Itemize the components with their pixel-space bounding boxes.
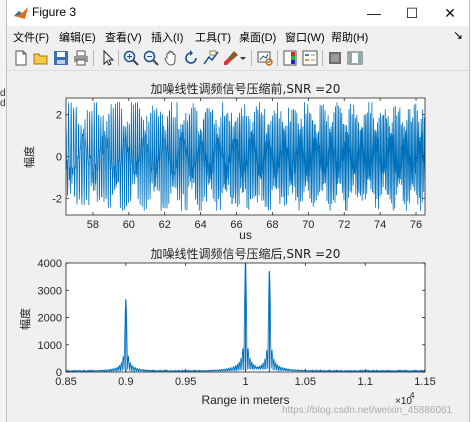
y-tick-label: -2 xyxy=(52,193,62,205)
axis-ticks: 0.85 0.9 0.95 1 1.05 1.1 1.15 0 1000 2000 3000 4000 xyxy=(38,258,436,388)
expand-toolstrip-icon[interactable]: ↘ xyxy=(453,28,464,42)
menu-help[interactable]: 帮助(H) xyxy=(331,32,369,44)
toolbar-separator xyxy=(277,50,278,66)
toolbar-separator xyxy=(322,50,323,66)
y-tick-label: 1000 xyxy=(38,340,62,352)
window-title: Figure 3 xyxy=(32,5,77,19)
x-tick-label: 0.85 xyxy=(55,376,76,388)
pan-icon[interactable] xyxy=(162,49,180,67)
signal-line-group xyxy=(65,102,426,211)
menu-desktop[interactable]: 桌面(D) xyxy=(239,32,277,44)
figure-toolbar xyxy=(7,46,469,71)
minimize-button[interactable]: — xyxy=(367,5,381,21)
menu-view[interactable]: 查看(V) xyxy=(105,32,142,44)
axis-ticks: 58 60 62 64 66 68 70 72 74 76 -2 0 2 xyxy=(52,98,425,231)
close-button[interactable]: ✕ xyxy=(444,5,456,21)
y-tick-label: 0 xyxy=(56,367,62,379)
signal-line xyxy=(65,102,426,211)
y-axis-label: 幅度 xyxy=(22,146,36,168)
x-tick-label: 1.1 xyxy=(358,376,373,388)
maximize-button[interactable]: ☐ xyxy=(405,5,419,21)
zoom-in-icon[interactable] xyxy=(122,49,140,67)
data-cursor-icon[interactable] xyxy=(202,49,220,67)
title-bar: Figure 3 — ☐ ✕ xyxy=(7,0,469,26)
background-editor-strip: d d xyxy=(0,0,8,422)
y-axis-label: 幅度 xyxy=(18,308,32,330)
x-axis-multiplier: ×10 xyxy=(395,396,412,407)
legend-icon[interactable] xyxy=(301,49,319,67)
zoom-out-icon[interactable] xyxy=(142,49,160,67)
matlab-logo-icon xyxy=(14,7,28,19)
chart-title: 加噪线性调频信号压缩前,SNR =20 xyxy=(151,81,341,96)
brush-icon[interactable] xyxy=(222,49,240,67)
chart-title: 加噪线性调频信号压缩后,SNR =20 xyxy=(151,246,341,261)
x-tick-label: 0.9 xyxy=(118,376,133,388)
x-tick-label: 64 xyxy=(195,219,207,231)
menu-insert[interactable]: 插入(I) xyxy=(151,32,184,44)
pointer-icon[interactable] xyxy=(98,49,116,67)
menu-file[interactable]: 文件(F) xyxy=(13,32,50,44)
menu-tools[interactable]: 工具(T) xyxy=(195,32,232,44)
show-plot-tools-icon[interactable] xyxy=(346,49,364,67)
toolbar-separator xyxy=(118,50,119,66)
open-file-icon[interactable] xyxy=(32,49,50,67)
brush-dropdown-icon[interactable] xyxy=(239,49,247,67)
x-tick-label: 1 xyxy=(242,376,248,388)
x-tick-label: 0.95 xyxy=(175,376,196,388)
x-tick-label: 60 xyxy=(123,219,135,231)
x-tick-label: 68 xyxy=(266,219,278,231)
side-fragment: d xyxy=(0,88,6,99)
figure-canvas: 58 60 62 64 66 68 70 72 74 76 -2 0 2 加噪线性调频信号压缩前,SNR… xyxy=(7,71,469,422)
rotate-icon[interactable] xyxy=(182,49,200,67)
menu-window[interactable]: 窗口(W) xyxy=(285,32,325,44)
save-icon[interactable] xyxy=(52,49,70,67)
x-axis-exponent: 4 xyxy=(410,391,415,400)
y-tick-label: 0 xyxy=(56,152,62,164)
y-tick-label: 3000 xyxy=(38,285,62,297)
x-tick-label: 58 xyxy=(87,219,99,231)
side-fragment: d xyxy=(0,98,6,109)
y-tick-label: 4000 xyxy=(38,258,62,270)
new-figure-icon[interactable] xyxy=(12,49,30,67)
axes-compressed-signal[interactable]: 0.85 0.9 0.95 1 1.05 1.1 1.15 0 1000 2000 3000 4000… xyxy=(18,246,436,407)
hide-plot-tools-icon[interactable] xyxy=(326,49,344,67)
x-axis-label: Range in meters xyxy=(201,393,289,407)
print-icon[interactable] xyxy=(72,49,90,67)
toolbar-separator xyxy=(251,50,252,66)
x-tick-label: 1.15 xyxy=(414,376,435,388)
menu-edit[interactable]: 编辑(E) xyxy=(59,32,96,44)
figure-plots: 58 60 62 64 66 68 70 72 74 76 -2 0 2 加噪线性调频信号压缩前,SNR… xyxy=(18,81,453,416)
x-tick-label: 66 xyxy=(230,219,242,231)
x-tick-label: 62 xyxy=(159,219,171,231)
colorbar-icon[interactable] xyxy=(281,49,299,67)
link-plot-icon[interactable] xyxy=(256,49,274,67)
watermark-text: https://blog.csdn.net/weixin_45886061 xyxy=(282,405,453,416)
figure-window: Figure 3 — ☐ ✕ 文件(F) 编辑(E) 查看(V) 插入(I) 工… xyxy=(6,0,470,422)
x-tick-label: 76 xyxy=(410,219,422,231)
y-tick-label: 2 xyxy=(56,110,62,122)
x-tick-label: 70 xyxy=(302,219,314,231)
toolbar-separator xyxy=(93,50,94,66)
x-tick-label: 74 xyxy=(374,219,386,231)
axes-uncompressed-signal[interactable]: 58 60 62 64 66 68 70 72 74 76 -2 0 2 加噪线性调频信号压缩前,SNR… xyxy=(22,81,426,242)
x-tick-label: 72 xyxy=(338,219,350,231)
x-tick-label: 1.05 xyxy=(295,376,316,388)
x-axis-label: us xyxy=(239,228,252,242)
menu-bar: 文件(F) 编辑(E) 查看(V) 插入(I) 工具(T) 桌面(D) 窗口(W… xyxy=(7,26,469,46)
y-tick-label: 2000 xyxy=(38,313,62,325)
